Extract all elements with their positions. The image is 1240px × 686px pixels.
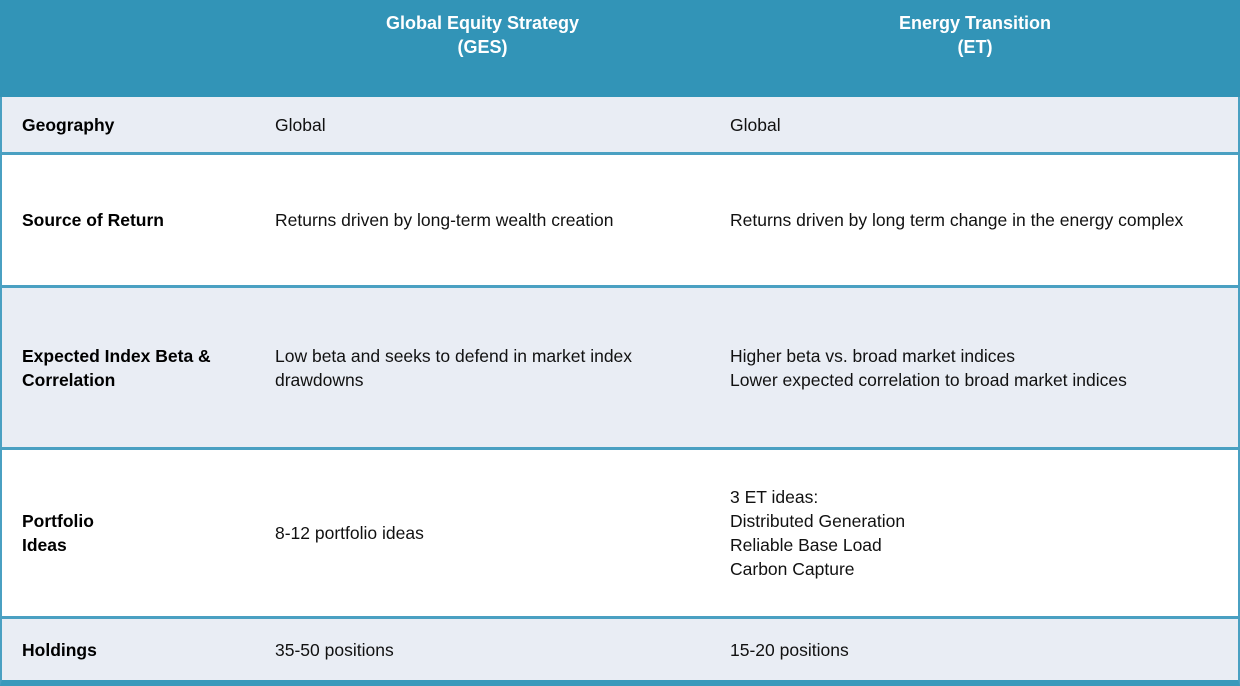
row-label-text: Expected Index Beta & Correlation: [22, 345, 211, 390]
cell-ges: 35-50 positions: [255, 619, 710, 680]
row-label: Expected Index Beta & Correlation: [2, 288, 255, 447]
cell-et: Returns driven by long term change in th…: [710, 155, 1238, 285]
cell-et-text: Higher beta vs. broad market indices Low…: [730, 345, 1127, 390]
cell-ges-text: Returns driven by long-term wealth creat…: [275, 210, 614, 230]
table-row-expected-index-beta: Expected Index Beta & Correlation Low be…: [2, 285, 1238, 447]
cell-ges-text: Global: [275, 114, 326, 135]
cell-et-text: 3 ET ideas: Distributed Generation Relia…: [730, 487, 906, 579]
row-label-text: Source of Return: [22, 210, 164, 230]
header-cell-ges: Global Equity Strategy (GES): [385, 13, 580, 57]
row-label: Holdings: [2, 619, 255, 680]
cell-ges: 8-12 portfolio ideas: [255, 450, 710, 616]
cell-ges: Global: [255, 97, 710, 152]
table-row-source-of-return: Source of Return Returns driven by long-…: [2, 152, 1238, 285]
table-row-geography: Geography Global Global: [2, 97, 1238, 152]
cell-et-text: 15-20 positions: [730, 639, 849, 660]
row-label-text: Portfolio Ideas: [22, 511, 94, 555]
cell-ges-text: Low beta and seeks to defend in market i…: [275, 345, 633, 390]
cell-ges-text: 35-50 positions: [275, 639, 394, 660]
row-label-text: Geography: [22, 114, 115, 135]
cell-et: 15-20 positions: [710, 619, 1238, 680]
table-header-row: Global Equity Strategy (GES) Energy Tran…: [0, 0, 1240, 97]
table-row-holdings: Holdings 35-50 positions 15-20 positions: [2, 616, 1238, 680]
row-label: Source of Return: [2, 155, 255, 285]
cell-et-text: Global: [730, 114, 781, 135]
row-label: Geography: [2, 97, 255, 152]
row-label-text: Holdings: [22, 639, 97, 660]
cell-et: Global: [710, 97, 1238, 152]
cell-ges-text: 8-12 portfolio ideas: [275, 523, 424, 543]
cell-et: 3 ET ideas: Distributed Generation Relia…: [710, 450, 1238, 616]
cell-ges: Low beta and seeks to defend in market i…: [255, 288, 710, 447]
header-cell-empty: [0, 0, 255, 97]
table-row-portfolio-ideas: Portfolio Ideas 8-12 portfolio ideas 3 E…: [2, 447, 1238, 616]
header-cell-et: Energy Transition (ET): [898, 13, 1052, 57]
cell-et-text: Returns driven by long term change in th…: [730, 210, 1184, 230]
cell-et: Higher beta vs. broad market indices Low…: [710, 288, 1238, 447]
row-label: Portfolio Ideas: [2, 450, 255, 616]
table-body: Geography Global Global Source of Return…: [0, 97, 1240, 686]
cell-ges: Returns driven by long-term wealth creat…: [255, 155, 710, 285]
